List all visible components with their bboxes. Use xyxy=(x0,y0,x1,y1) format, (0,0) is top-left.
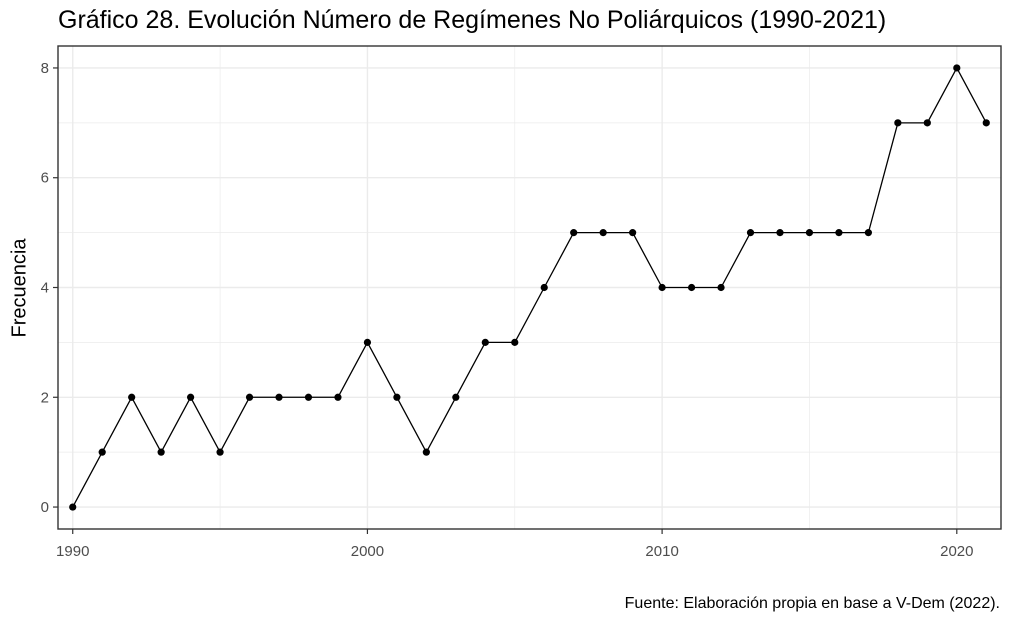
data-point xyxy=(128,393,136,401)
data-point xyxy=(98,448,106,456)
series-points xyxy=(69,64,990,511)
data-point xyxy=(245,393,254,401)
grid-major xyxy=(58,46,1001,529)
y-tick-label: 0 xyxy=(41,499,49,516)
data-point xyxy=(746,229,755,237)
x-tick-label: 2020 xyxy=(940,543,973,560)
data-point xyxy=(304,393,313,401)
data-point xyxy=(422,448,430,456)
data-point xyxy=(864,229,872,237)
series-line-path xyxy=(72,67,987,508)
data-point xyxy=(363,338,372,346)
chart-caption: Fuente: Elaboración propia en base a V-D… xyxy=(624,595,1000,612)
data-point xyxy=(570,229,578,237)
data-point xyxy=(894,119,902,127)
data-point xyxy=(687,283,696,292)
data-point xyxy=(187,393,195,401)
data-point xyxy=(511,338,519,346)
data-point xyxy=(953,64,961,72)
data-point xyxy=(216,448,224,456)
y-tick-label: 4 xyxy=(41,280,49,297)
data-point xyxy=(776,229,784,237)
data-point xyxy=(805,229,814,237)
x-tick-label: 2010 xyxy=(645,543,678,560)
data-point xyxy=(69,503,77,511)
y-tick-label: 6 xyxy=(41,170,49,187)
x-tick-label: 2000 xyxy=(351,543,384,560)
series-line xyxy=(72,67,987,508)
chart-title: Gráfico 28. Evolución Número de Regímene… xyxy=(58,6,887,34)
data-point xyxy=(452,393,460,401)
data-point xyxy=(334,393,342,401)
y-axis-ticks: 0 2 4 6 8 xyxy=(41,60,58,516)
data-point xyxy=(393,393,401,401)
y-tick-label: 8 xyxy=(41,60,49,77)
x-axis-ticks: 1990 2000 2010 2020 xyxy=(56,529,973,560)
data-point xyxy=(599,229,607,237)
data-point xyxy=(835,229,843,237)
data-point xyxy=(481,338,489,346)
data-point xyxy=(982,119,990,127)
data-point xyxy=(717,283,725,292)
data-point xyxy=(658,283,666,292)
data-point xyxy=(275,393,283,401)
x-tick-label: 1990 xyxy=(56,543,89,560)
data-point xyxy=(540,283,548,292)
data-point xyxy=(157,448,165,456)
data-point xyxy=(629,229,637,237)
data-point xyxy=(923,119,931,127)
y-tick-label: 2 xyxy=(41,389,49,406)
